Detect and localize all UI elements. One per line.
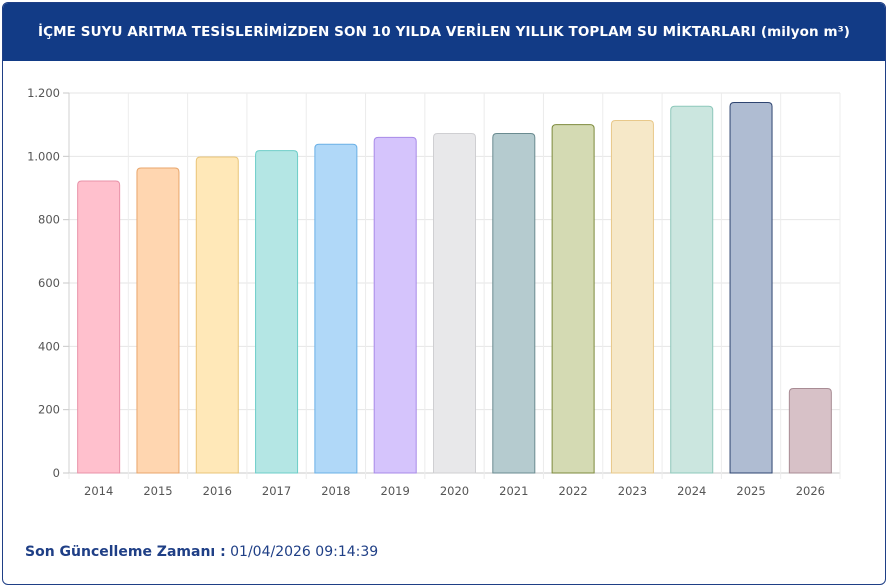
- bar-2019[interactable]: [373, 136, 417, 474]
- x-tick-label: 2017: [262, 484, 291, 498]
- bar-2024[interactable]: [670, 105, 714, 474]
- x-tick-label: 2023: [618, 484, 647, 498]
- last-updated: Son Güncelleme Zamanı : 01/04/2026 09:14…: [25, 544, 378, 560]
- x-tick-label: 2016: [203, 484, 232, 498]
- x-tick-label: 2019: [381, 484, 410, 498]
- y-tick-label: 600: [38, 276, 60, 290]
- bar-2017[interactable]: [255, 150, 299, 474]
- x-tick-label: 2014: [84, 484, 113, 498]
- x-tick-label: 2022: [558, 484, 587, 498]
- bar-2022[interactable]: [551, 124, 595, 474]
- y-tick-label: 400: [38, 339, 60, 353]
- bar-2021[interactable]: [492, 133, 536, 474]
- x-tick-label: 2025: [736, 484, 765, 498]
- x-tick-label: 2024: [677, 484, 706, 498]
- bar-2025[interactable]: [729, 102, 773, 474]
- bar-2014[interactable]: [77, 180, 121, 474]
- x-tick-label: 2020: [440, 484, 469, 498]
- axes: 0 200 400 600 800 1.000 1.200 2014 2015 2016 2017 2…: [27, 86, 825, 498]
- chart-title: İÇME SUYU ARITMA TESİSLERİMİZDEN SON 10 …: [38, 24, 850, 40]
- bar-chart: 0 200 400 600 800 1.000 1.200 2014 2015 2016 2017 2…: [27, 86, 841, 498]
- x-tick-label: 2018: [321, 484, 350, 498]
- last-updated-value: 01/04/2026 09:14:39: [230, 544, 379, 560]
- y-tick-label: 1.000: [27, 149, 60, 163]
- y-tick-label: 800: [38, 213, 60, 227]
- y-tick-label: 200: [38, 403, 60, 417]
- bar-2015[interactable]: [136, 167, 180, 474]
- bar-2023[interactable]: [610, 120, 654, 474]
- x-tick-label: 2015: [143, 484, 172, 498]
- x-tick-label: 2021: [499, 484, 528, 498]
- last-updated-label: Son Güncelleme Zamanı :: [25, 544, 226, 560]
- bar-2020[interactable]: [433, 133, 476, 474]
- bar-2026[interactable]: [788, 387, 832, 474]
- y-tick-label: 1.200: [27, 86, 60, 100]
- x-tick-label: 2026: [796, 484, 825, 498]
- header-bar: İÇME SUYU ARITMA TESİSLERİMİZDEN SON 10 …: [3, 3, 885, 61]
- bar-2016[interactable]: [195, 156, 239, 474]
- bars: [77, 102, 832, 474]
- y-tick-label: 0: [53, 466, 60, 480]
- bar-2018[interactable]: [314, 143, 358, 474]
